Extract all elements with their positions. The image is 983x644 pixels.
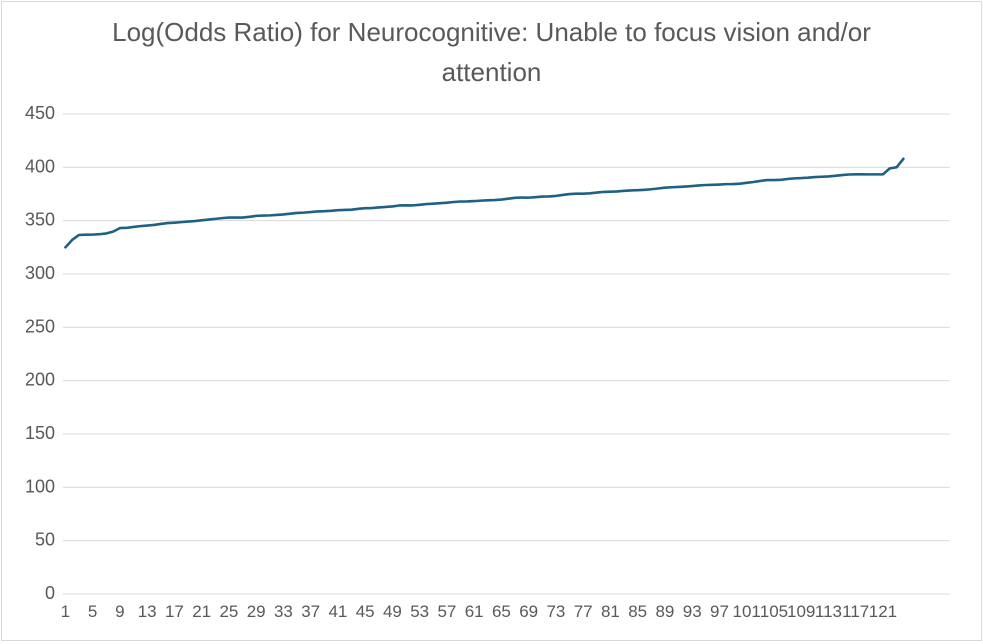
svg-text:69: 69: [519, 602, 538, 621]
svg-text:109: 109: [787, 602, 815, 621]
svg-text:25: 25: [219, 602, 238, 621]
svg-text:73: 73: [546, 602, 565, 621]
svg-text:200: 200: [25, 370, 55, 390]
svg-text:81: 81: [601, 602, 620, 621]
svg-text:50: 50: [35, 530, 55, 550]
svg-text:0: 0: [45, 583, 55, 603]
svg-text:17: 17: [165, 602, 184, 621]
svg-text:29: 29: [247, 602, 266, 621]
svg-text:65: 65: [492, 602, 511, 621]
svg-text:61: 61: [465, 602, 484, 621]
svg-text:1: 1: [61, 602, 70, 621]
svg-text:100: 100: [25, 476, 55, 496]
svg-text:85: 85: [628, 602, 647, 621]
svg-text:21: 21: [192, 602, 211, 621]
svg-text:45: 45: [356, 602, 375, 621]
svg-text:97: 97: [710, 602, 729, 621]
svg-text:9: 9: [115, 602, 124, 621]
svg-text:400: 400: [25, 156, 55, 176]
svg-text:250: 250: [25, 316, 55, 336]
svg-text:121: 121: [869, 602, 897, 621]
svg-text:77: 77: [574, 602, 593, 621]
svg-text:57: 57: [437, 602, 456, 621]
svg-text:150: 150: [25, 423, 55, 443]
svg-text:113: 113: [815, 602, 842, 621]
svg-text:5: 5: [88, 602, 97, 621]
svg-text:105: 105: [760, 602, 788, 621]
svg-text:13: 13: [138, 602, 157, 621]
svg-text:41: 41: [328, 602, 347, 621]
svg-text:300: 300: [25, 263, 55, 283]
svg-text:350: 350: [25, 210, 55, 230]
svg-text:93: 93: [683, 602, 702, 621]
svg-text:33: 33: [274, 602, 293, 621]
svg-text:53: 53: [410, 602, 429, 621]
svg-text:450: 450: [25, 103, 55, 123]
svg-text:89: 89: [655, 602, 674, 621]
svg-text:49: 49: [383, 602, 402, 621]
svg-text:101: 101: [733, 602, 761, 621]
svg-text:117: 117: [842, 602, 869, 621]
svg-text:37: 37: [301, 602, 320, 621]
